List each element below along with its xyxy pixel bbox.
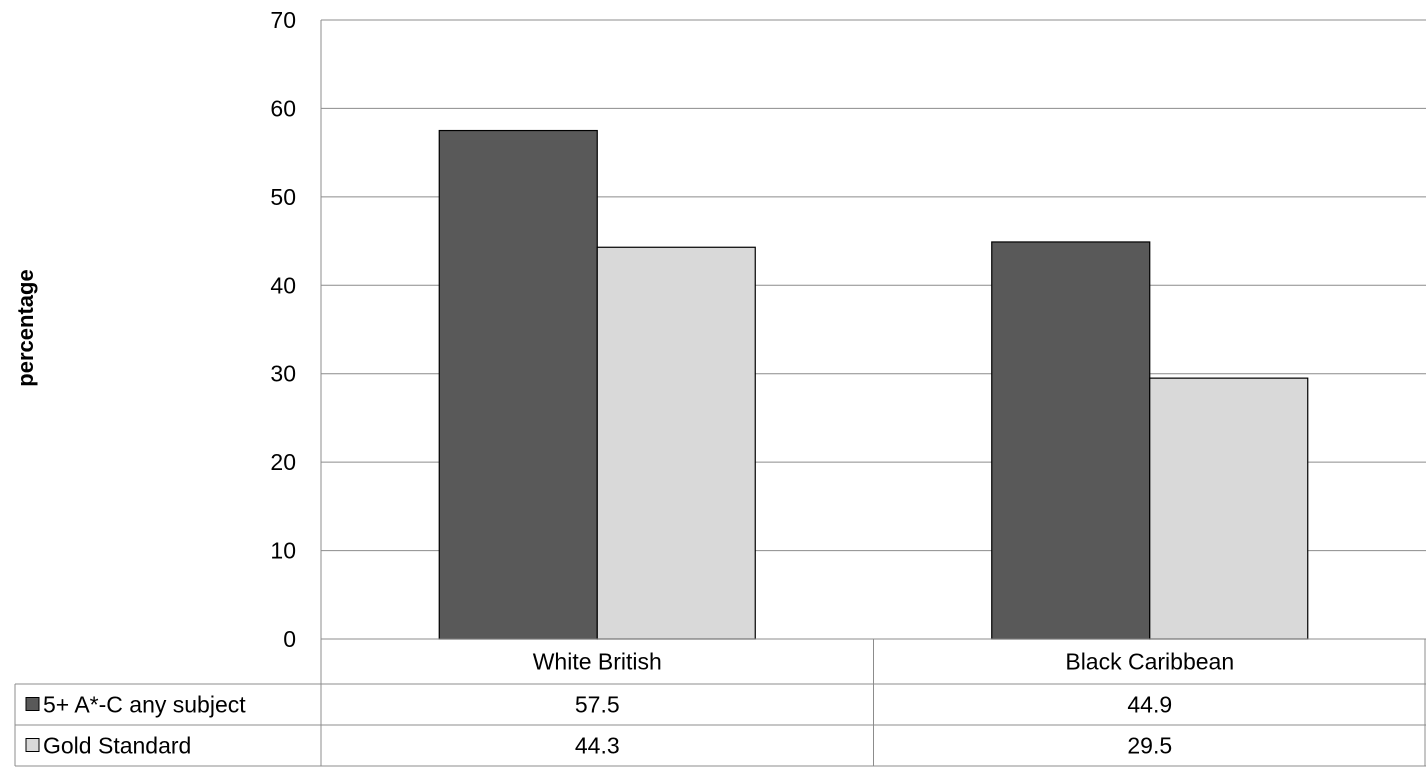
- data-label: 44.3: [575, 733, 620, 759]
- data-label: 29.5: [1127, 733, 1172, 759]
- bar: [438, 129, 598, 640]
- data-label: 44.9: [1127, 692, 1172, 718]
- data-label: 57.5: [575, 692, 620, 718]
- x-category-label: Black Caribbean: [1065, 649, 1234, 675]
- data-table: White British Black Caribbean 5+ A*-C any …: [14, 638, 1426, 767]
- y-tick-label: 40: [270, 272, 296, 298]
- y-tick-label: 60: [270, 95, 296, 121]
- y-axis-label: percentage: [13, 269, 38, 386]
- legend-label: 5+ A*-C any subject: [43, 692, 246, 718]
- y-tick-label: 10: [270, 538, 296, 564]
- y-axis: 0 10 20 30 40 50 60 70: [270, 7, 322, 652]
- y-tick-label: 0: [283, 626, 296, 652]
- bar: [991, 241, 1151, 640]
- legend-swatch: [25, 697, 40, 711]
- bar: [1149, 377, 1309, 640]
- y-tick-label: 50: [270, 184, 296, 210]
- y-tick-label: 70: [270, 7, 296, 33]
- bars: [438, 129, 1309, 640]
- x-category-label: White British: [533, 649, 662, 675]
- bar: [596, 246, 756, 640]
- legend-swatch: [25, 738, 40, 752]
- legend-label: Gold Standard: [43, 733, 191, 759]
- y-tick-label: 30: [270, 361, 296, 387]
- y-tick-label: 20: [270, 449, 296, 475]
